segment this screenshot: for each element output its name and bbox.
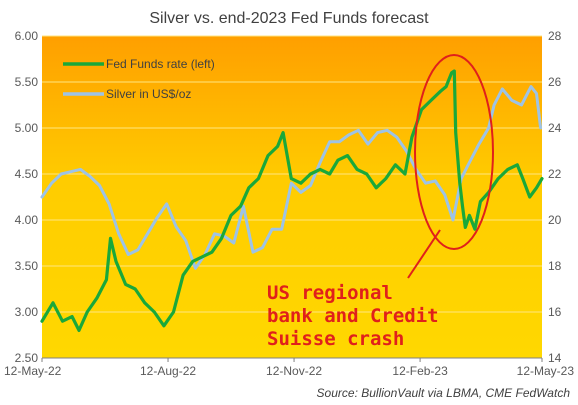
right-tick-label: 24 xyxy=(548,121,562,135)
legend-label-silver: Silver in US$/oz xyxy=(106,87,191,101)
annotation-line-1: US regional xyxy=(267,282,393,304)
right-tick-label: 26 xyxy=(548,75,562,89)
left-tick-label: 2.50 xyxy=(15,351,39,365)
right-y-axis: 14 16 18 20 22 24 26 28 xyxy=(548,29,562,365)
left-tick-label: 4.00 xyxy=(15,213,39,227)
left-tick-label: 3.50 xyxy=(15,259,39,273)
annotation-ellipse xyxy=(414,54,494,250)
source-note: Source: BullionVault via LBMA, CME FedWa… xyxy=(317,386,571,400)
left-tick-label: 5.00 xyxy=(15,121,39,135)
legend-label-fed-funds: Fed Funds rate (left) xyxy=(106,57,215,71)
right-tick-label: 22 xyxy=(548,167,562,181)
x-tick-label: 12-May-22 xyxy=(4,364,62,378)
left-tick-label: 6.00 xyxy=(15,29,39,43)
x-tick-label: 12-Feb-23 xyxy=(392,364,448,378)
right-tick-label: 16 xyxy=(548,305,562,319)
right-tick-label: 18 xyxy=(548,259,562,273)
left-tick-label: 4.50 xyxy=(15,167,39,181)
annotation-line-2: bank and Credit xyxy=(267,305,439,327)
right-tick-label: 28 xyxy=(548,29,562,43)
legend: Fed Funds rate (left) Silver in US$/oz xyxy=(63,57,215,101)
left-y-axis: 2.50 3.00 3.50 4.00 4.50 5.00 5.50 6.00 xyxy=(15,29,39,365)
gridlines xyxy=(42,35,542,313)
right-tick-label: 20 xyxy=(548,213,562,227)
series-lines xyxy=(40,69,544,332)
annotation-line-3: Suisse crash xyxy=(267,328,404,350)
left-tick-label: 3.00 xyxy=(15,305,39,319)
x-axis: 12-May-22 12-Aug-22 12-Nov-22 12-Feb-23 12-M… xyxy=(4,358,574,378)
series-line-fed-funds xyxy=(40,69,544,332)
chart-title: Silver vs. end-2023 Fed Funds forecast xyxy=(149,10,429,27)
x-tick-label: 12-May-23 xyxy=(517,364,575,378)
series-line-silver xyxy=(40,85,543,270)
left-tick-label: 5.50 xyxy=(15,75,39,89)
right-tick-label: 14 xyxy=(548,351,562,365)
annotation-pointer xyxy=(407,229,441,279)
x-tick-label: 12-Aug-22 xyxy=(140,364,196,378)
x-tick-label: 12-Nov-22 xyxy=(266,364,322,378)
